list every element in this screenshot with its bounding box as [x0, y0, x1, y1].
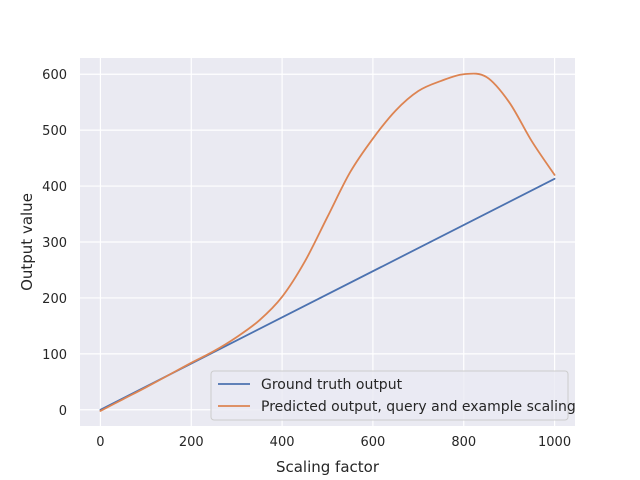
x-axis-label: Scaling factor	[276, 458, 380, 476]
x-tick-label: 600	[360, 435, 385, 450]
x-tick-label: 1000	[538, 435, 571, 450]
y-tick-label: 0	[59, 404, 67, 419]
y-tick-label: 300	[42, 236, 67, 251]
x-tick-label: 400	[270, 435, 295, 450]
legend-box	[210, 370, 569, 421]
grid-lines	[80, 58, 575, 426]
legend: Ground truth output Predicted output, qu…	[210, 370, 576, 421]
y-tick-label: 400	[42, 180, 67, 195]
predicted-output-line	[99, 72, 556, 412]
legend-label-ground-truth: Ground truth output	[261, 377, 403, 393]
y-axis-label: Output value	[18, 193, 36, 291]
x-tick-label: 0	[96, 435, 104, 450]
x-tick-labels: 0 200 400 600 800 1000	[96, 435, 571, 450]
y-tick-label: 500	[42, 124, 67, 139]
series-lines	[99, 72, 556, 412]
x-tick-label: 800	[451, 435, 476, 450]
legend-label-predicted: Predicted output, query and example scal…	[261, 399, 576, 415]
y-tick-label: 200	[42, 292, 67, 307]
y-tick-label: 600	[42, 68, 67, 83]
x-tick-label: 200	[179, 435, 204, 450]
y-tick-label: 100	[42, 348, 67, 363]
y-tick-labels: 0 100 200 300 400 500 600	[42, 68, 67, 419]
